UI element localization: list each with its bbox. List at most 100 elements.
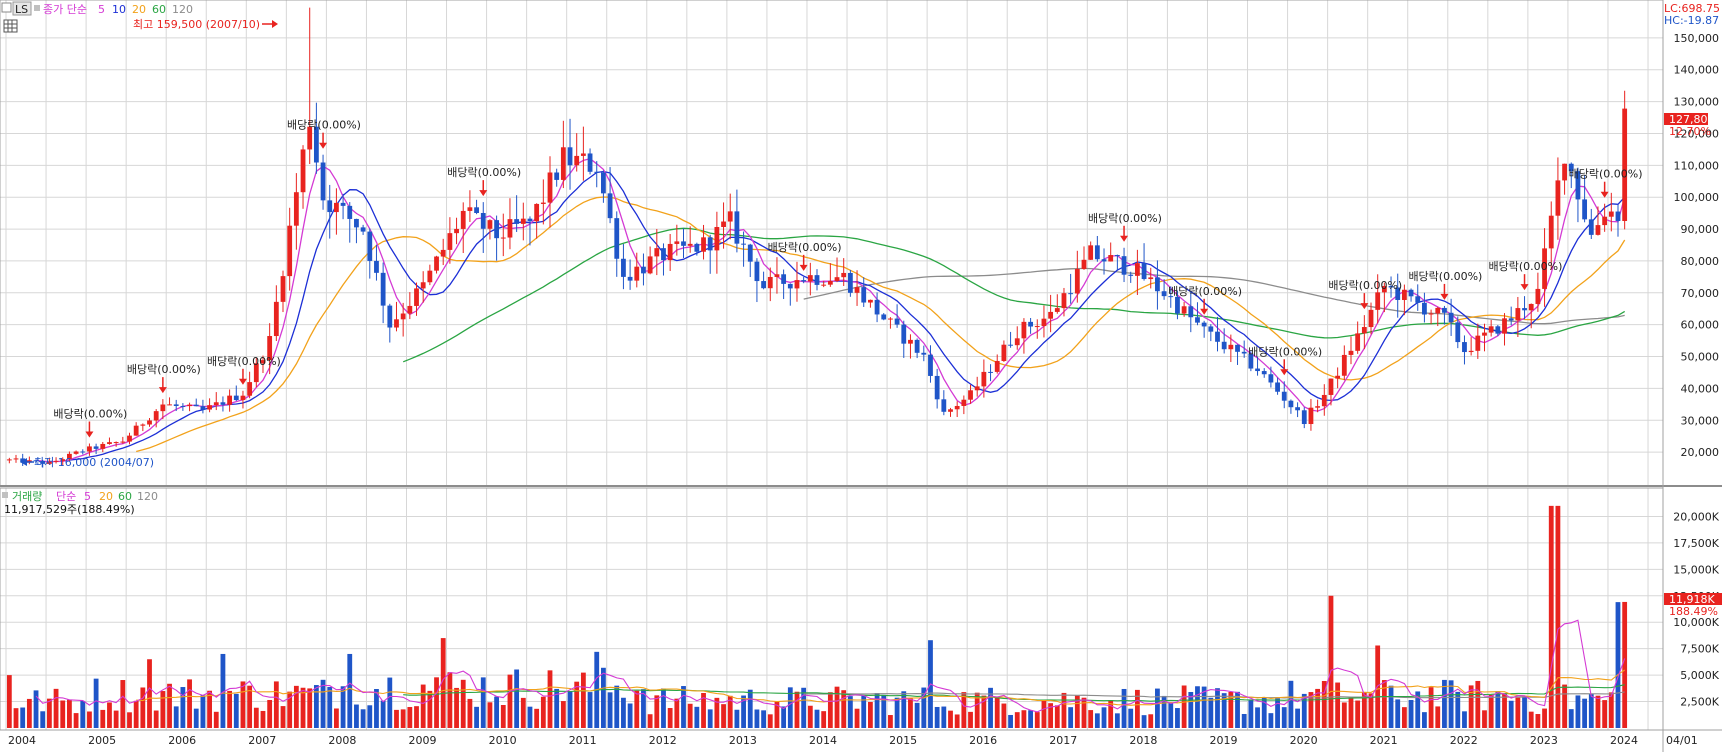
candle-body [33,460,39,462]
x-tick-label: 2012 [649,734,677,747]
candle-body [807,275,813,282]
x-tick-label: 2015 [889,734,917,747]
volume-bar [1408,699,1414,728]
volume-bar [73,713,79,728]
volume-bar [641,689,646,728]
volume-bar [534,708,540,728]
legend-toggle-icon[interactable] [1,2,12,13]
volume-y-tick-label: 15,000K [1673,563,1719,576]
candle-body [540,202,546,204]
candle-body [1535,288,1541,304]
candle-body [40,460,46,464]
candle-body [1074,268,1080,294]
candle-body [687,243,693,246]
volume-y-tick-label: 7,500K [1680,643,1719,656]
volume-bar [574,681,580,728]
volume-bar [634,690,640,728]
volume-bar [167,683,172,728]
candle-body [253,363,259,383]
candle-body [213,402,219,406]
volume-bar [1108,700,1114,728]
candle-body [1255,368,1260,372]
volume-bar [334,708,339,728]
volume-bar [340,686,346,728]
volume-bar [1348,697,1354,728]
candle-body [160,404,166,412]
volume-bar [1428,687,1434,728]
price-grid [0,0,1663,486]
volume-bar [601,667,606,728]
volume-bar [874,693,880,728]
candle-body [801,280,807,282]
volume-legend-bullet-icon[interactable] [2,492,8,498]
candle-body [1054,308,1060,312]
candle-body [941,399,947,412]
candle-body [173,404,179,406]
volume-ma20-line [136,669,1626,706]
candle-body [1068,293,1074,295]
candle-body [227,395,233,405]
volume-bar [1228,691,1234,728]
candle-body [480,212,486,229]
price-y-tick-label: 50,000 [1681,351,1720,364]
x-tick-label: 2018 [1129,734,1157,747]
volume-bar [307,688,313,728]
volume-bar [1201,686,1207,728]
candle-body [754,261,760,282]
candle-body [614,218,620,259]
volume-bar [93,678,99,728]
volume-bar [1448,680,1454,728]
volume-bar [754,709,760,728]
volume-bar [1308,692,1314,728]
volume-bar [347,653,353,728]
x-tick-label: 2006 [168,734,196,747]
volume-bar [120,680,126,728]
candle-body [1542,248,1547,289]
candle-body [46,461,52,464]
volume-bar [1054,705,1060,728]
candle-body [180,405,186,407]
volume-bar [100,709,106,728]
dividend-arrow-icon [1440,293,1449,300]
volume-bar [420,684,426,728]
candle-body [1562,163,1567,181]
table-view-icon[interactable] [3,19,18,33]
volume-bar [520,697,526,728]
price-y-tick-label: 140,000 [1674,64,1720,77]
lc-indicator: LC:698.75 [1664,2,1720,15]
candle-body [1468,350,1474,353]
volume-bar [1482,710,1487,728]
ma10-legend: 10 [112,3,126,16]
candle-body [534,203,540,222]
volume-bar [1321,680,1327,728]
volume-bar [160,691,166,728]
volume-bar [1081,697,1087,728]
candle-body [607,193,613,219]
candle-body [193,404,199,407]
volume-bar [1315,688,1321,728]
candle-body [1281,391,1287,401]
volume-bar [881,694,887,728]
candle-body [781,274,787,284]
x-tick-label: 2013 [729,734,757,747]
candle-body [1368,309,1374,328]
candle-body [407,305,413,314]
volume-bar [1422,712,1427,728]
volume-bar [994,697,1000,728]
price-y-tick-label: 30,000 [1681,414,1720,427]
candle-body [774,274,780,277]
volume-bar [474,706,479,728]
candle-body [1161,291,1167,297]
candle-body [520,218,526,224]
volume-bar [193,708,199,728]
ls-button[interactable]: LS [12,1,32,16]
volume-bar [841,690,847,728]
candle-body [1241,351,1247,354]
volume-bar [440,638,446,728]
volume-bar [647,714,653,728]
price-tag-pct: 12.70% [1669,125,1711,138]
dividend-label: 배당락(0.00%) [1088,212,1162,225]
candle-body [601,172,606,194]
candle-body [500,237,506,239]
candle-body [1328,378,1334,395]
